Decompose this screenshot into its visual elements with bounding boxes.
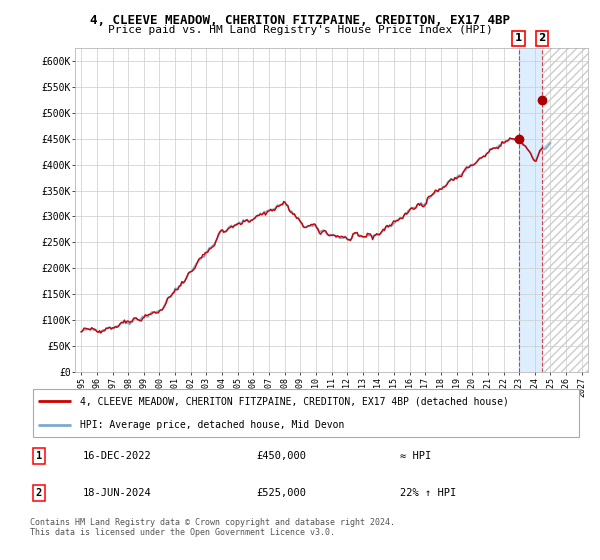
- Text: £525,000: £525,000: [256, 488, 307, 498]
- Text: 4, CLEEVE MEADOW, CHERITON FITZPAINE, CREDITON, EX17 4BP (detached house): 4, CLEEVE MEADOW, CHERITON FITZPAINE, CR…: [80, 396, 509, 407]
- Text: 4, CLEEVE MEADOW, CHERITON FITZPAINE, CREDITON, EX17 4BP: 4, CLEEVE MEADOW, CHERITON FITZPAINE, CR…: [90, 14, 510, 27]
- Text: 2: 2: [35, 488, 42, 498]
- Bar: [518, 48, 542, 372]
- Text: 22% ↑ HPI: 22% ↑ HPI: [400, 488, 456, 498]
- Text: HPI: Average price, detached house, Mid Devon: HPI: Average price, detached house, Mid …: [80, 419, 344, 430]
- Text: ≈ HPI: ≈ HPI: [400, 451, 431, 461]
- Text: 1: 1: [35, 451, 42, 461]
- FancyBboxPatch shape: [33, 389, 579, 437]
- Bar: [542, 48, 600, 372]
- Bar: [542, 48, 600, 372]
- Text: Contains HM Land Registry data © Crown copyright and database right 2024.
This d: Contains HM Land Registry data © Crown c…: [30, 518, 395, 538]
- Text: 2: 2: [538, 33, 545, 43]
- Text: 18-JUN-2024: 18-JUN-2024: [82, 488, 151, 498]
- Text: Price paid vs. HM Land Registry's House Price Index (HPI): Price paid vs. HM Land Registry's House …: [107, 25, 493, 35]
- Text: £450,000: £450,000: [256, 451, 307, 461]
- Text: 16-DEC-2022: 16-DEC-2022: [82, 451, 151, 461]
- Text: 1: 1: [515, 33, 522, 43]
